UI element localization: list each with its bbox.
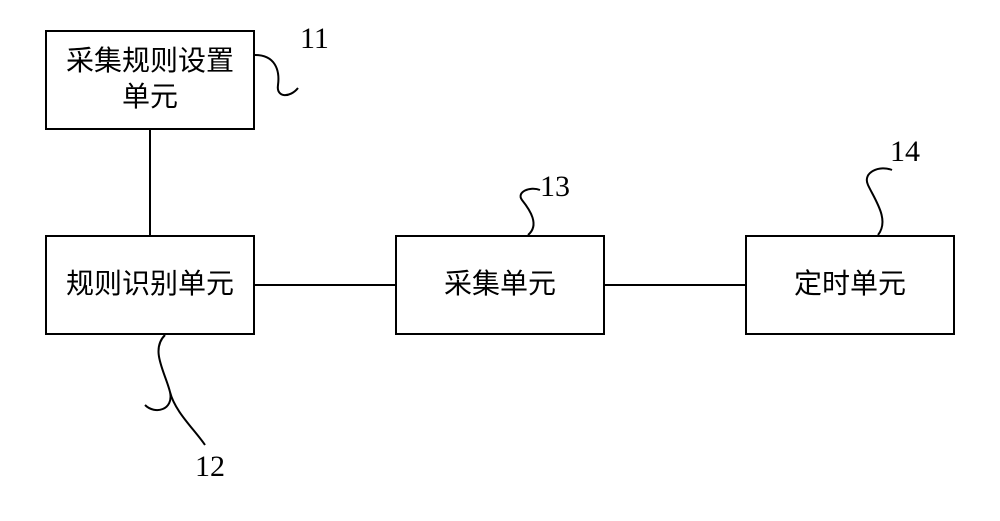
leader-curve-11 [255,55,298,95]
leader-curve-14 [867,168,892,235]
node-label: 采集单元 [444,267,556,303]
node-label: 采集规则设置单元 [66,44,234,117]
ref-label-14: 14 [890,135,920,169]
node-collection-rule-setting-unit: 采集规则设置单元 [45,30,255,130]
leader-curve-13 [521,189,540,235]
node-timing-unit: 定时单元 [745,235,955,335]
ref-label-11: 11 [300,22,329,56]
ref-label-13: 13 [540,170,570,204]
node-collection-unit: 采集单元 [395,235,605,335]
node-label: 定时单元 [794,267,906,303]
leader-curve-12 [145,335,205,445]
node-rule-recognition-unit: 规则识别单元 [45,235,255,335]
ref-label-12: 12 [195,450,225,484]
node-label: 规则识别单元 [66,267,234,303]
